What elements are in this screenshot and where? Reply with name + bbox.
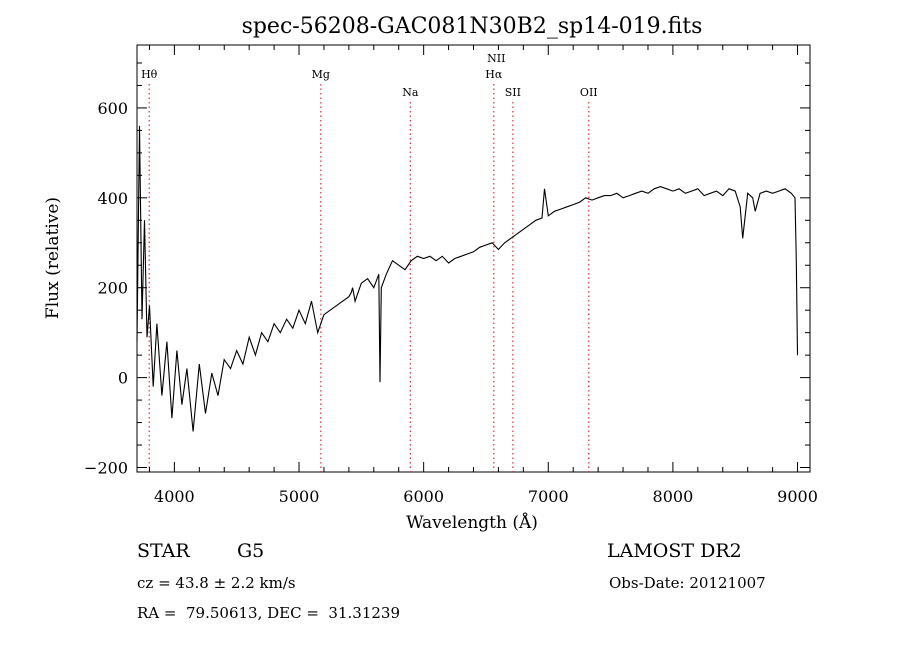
x-tick-label: 4000	[154, 487, 195, 506]
spectral-subclass: G5	[237, 540, 265, 562]
object-class: STAR	[137, 540, 190, 562]
redshift-text: cz = 43.8 ± 2.2 km/s	[137, 574, 296, 592]
x-tick-label: 9000	[777, 487, 818, 506]
line-marker-label: NII	[487, 52, 505, 65]
x-axis-label: Wavelength (Å)	[406, 512, 538, 533]
line-marker-label: Hα	[485, 68, 503, 81]
line-marker-label: Mg	[312, 68, 330, 81]
y-tick-label: 200	[97, 279, 128, 298]
line-marker-label: SII	[505, 86, 521, 99]
x-tick-label: 8000	[653, 487, 694, 506]
survey-name: LAMOST DR2	[607, 540, 742, 562]
y-tick-label: −200	[84, 459, 128, 478]
x-tick-label: 7000	[528, 487, 569, 506]
y-tick-label: 0	[118, 369, 128, 388]
line-marker-label: OII	[580, 86, 598, 99]
coordinates-text: RA = 79.50613, DEC = 31.31239	[137, 604, 401, 622]
line-marker-label: Hθ	[141, 68, 158, 81]
chart-title: spec-56208-GAC081N30B2_sp14-019.fits	[242, 14, 703, 39]
plot-frame	[136, 44, 811, 473]
y-axis-label: Flux (relative)	[43, 197, 63, 319]
obs-date-text: Obs-Date: 20121007	[609, 574, 766, 592]
line-marker-label: Na	[402, 86, 419, 99]
spectrum-chart: spec-56208-GAC081N30B2_sp14-019.fits Hθ M…	[43, 14, 818, 533]
axis-tick-labels: 4000 5000 6000 7000 8000 9000 −200 0 200 400 600	[84, 99, 818, 506]
y-tick-label: 600	[97, 99, 128, 118]
x-tick-label: 5000	[279, 487, 320, 506]
y-tick-label: 400	[97, 189, 128, 208]
axis-ticks	[137, 45, 810, 472]
spectrum-line	[136, 125, 799, 432]
x-tick-label: 6000	[403, 487, 444, 506]
